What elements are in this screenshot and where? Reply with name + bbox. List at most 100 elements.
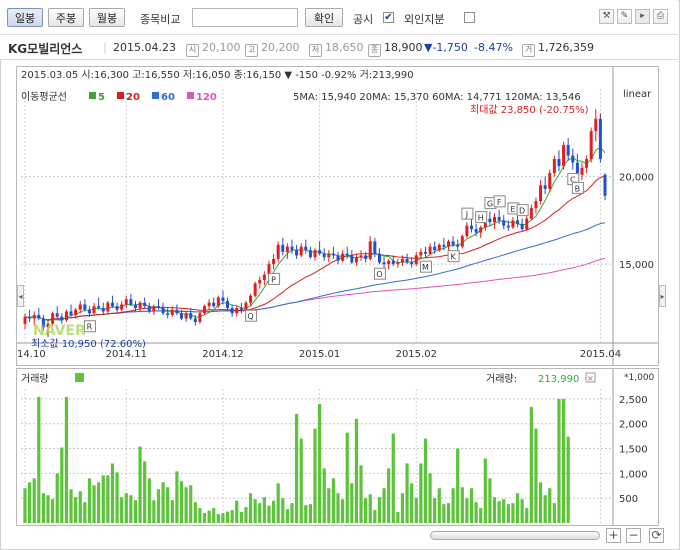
candle-body xyxy=(212,302,216,307)
event-marker-d[interactable] xyxy=(516,204,529,217)
daily-tab[interactable]: 일봉 xyxy=(7,8,43,27)
min-label: 최소값 10,950 (72.60%) xyxy=(31,338,146,350)
disclosure-checkbox[interactable]: ✔ xyxy=(383,12,394,23)
event-marker-h[interactable] xyxy=(475,211,488,224)
printer-icon[interactable]: ⎙ xyxy=(653,9,668,24)
pencil-icon[interactable]: ✎ xyxy=(617,9,632,24)
event-marker-p[interactable] xyxy=(268,272,281,285)
event-marker-label: K xyxy=(450,253,456,262)
candle-body xyxy=(345,253,349,256)
candle-body xyxy=(603,174,607,196)
price-tick-label: 20,000 xyxy=(619,173,654,184)
volume-bar xyxy=(322,468,326,523)
volume-bar xyxy=(497,501,501,523)
volume-quote: 거 1,726,359 xyxy=(522,41,594,57)
weekly-tab[interactable]: 주봉 xyxy=(48,8,84,27)
candle-body xyxy=(442,244,446,247)
event-marker-label: H xyxy=(478,214,484,223)
volume-bar xyxy=(51,499,55,523)
candle-body xyxy=(295,250,299,256)
volume-bar xyxy=(474,502,478,523)
scroll-left-arrow[interactable]: ◂ xyxy=(17,285,24,307)
candle-body xyxy=(594,118,598,132)
volume-bar xyxy=(377,497,382,523)
candle-body xyxy=(276,244,280,259)
volume-bar xyxy=(147,478,151,523)
candle-body xyxy=(350,255,354,263)
volume-bar xyxy=(387,468,391,523)
volume-bar xyxy=(534,428,538,523)
volume-tick-label: 1,000 xyxy=(619,469,648,480)
candle-body xyxy=(497,216,501,221)
volume-bar xyxy=(28,482,32,523)
confirm-button[interactable]: 확인 xyxy=(305,8,343,27)
candle-body xyxy=(534,201,538,209)
candle-body xyxy=(543,185,547,189)
zoom-out-button[interactable]: − xyxy=(626,528,641,543)
candle-body xyxy=(258,279,262,284)
candle-body xyxy=(373,241,377,254)
event-marker-label: P xyxy=(271,275,276,284)
volume-bar xyxy=(400,493,405,523)
cursor-icon[interactable]: ▸ xyxy=(635,9,650,24)
scroll-right-arrow[interactable]: ▸ xyxy=(659,285,666,307)
candle-body xyxy=(585,159,589,168)
candle-body xyxy=(97,306,101,308)
compare-input[interactable] xyxy=(192,8,298,27)
candle-body xyxy=(557,159,561,167)
ma-legend-swatch xyxy=(117,92,124,99)
event-marker-r[interactable] xyxy=(83,320,96,333)
monthly-tab[interactable]: 월봉 xyxy=(89,8,125,27)
volume-bar xyxy=(83,502,87,523)
volume-tick-label: 500 xyxy=(619,494,638,505)
scale-mode[interactable]: linear xyxy=(623,89,652,100)
event-marker-b[interactable] xyxy=(571,181,584,194)
volume-bar xyxy=(92,485,96,523)
divider: | xyxy=(103,41,107,54)
volume-bar xyxy=(110,463,115,523)
high-value: 20,200 xyxy=(261,41,300,54)
event-marker-o[interactable] xyxy=(373,267,386,280)
candle-body xyxy=(290,246,294,251)
volume-bar xyxy=(258,503,262,523)
candle-body xyxy=(221,297,225,301)
volume-bar xyxy=(350,483,354,523)
candle-body xyxy=(55,313,59,317)
candle-body xyxy=(184,313,188,319)
candle-body xyxy=(133,304,137,308)
volume-bar xyxy=(456,448,460,523)
volume-bar xyxy=(364,498,368,523)
ma-legend-swatch xyxy=(152,92,159,99)
volume-bar xyxy=(483,458,487,523)
volume-bar xyxy=(557,398,561,523)
volume-bar xyxy=(64,396,69,523)
candle-body xyxy=(253,283,257,296)
event-marker-j[interactable] xyxy=(461,207,474,220)
candle-body xyxy=(64,311,68,321)
volume-bar xyxy=(502,499,506,523)
volume-bar xyxy=(396,512,400,523)
volume-bar xyxy=(239,512,243,523)
refresh-button[interactable]: ⟳ xyxy=(649,528,664,543)
ma-line xyxy=(24,146,606,322)
volume-bar xyxy=(124,493,128,523)
candle-body xyxy=(304,246,308,251)
volume-bar xyxy=(87,478,92,523)
candle-body xyxy=(419,251,423,256)
foreign-checkbox[interactable] xyxy=(464,12,475,23)
event-marker-f[interactable] xyxy=(493,195,506,208)
volume-close-icon[interactable] xyxy=(585,372,596,383)
time-scrollbar[interactable] xyxy=(430,531,600,540)
volume-bar xyxy=(423,438,428,523)
candle-body xyxy=(60,316,64,321)
event-marker-k[interactable] xyxy=(447,250,460,263)
wrench-icon[interactable]: ⚒ xyxy=(599,9,614,24)
candle-body xyxy=(433,246,437,251)
candle-body xyxy=(336,255,340,261)
candle-body xyxy=(562,145,566,167)
zoom-in-button[interactable]: + xyxy=(606,528,621,543)
volume-bar xyxy=(327,488,331,523)
event-marker-m[interactable] xyxy=(419,260,432,273)
event-marker-q[interactable] xyxy=(245,309,258,322)
quote-date: 2015.04.23 xyxy=(113,41,176,54)
